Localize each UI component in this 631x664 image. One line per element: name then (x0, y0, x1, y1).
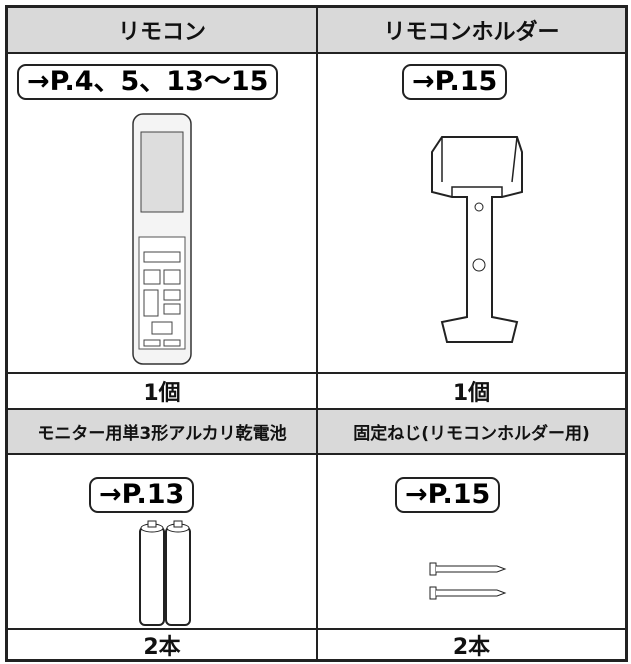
page-ref: →P.4、5、13～15 (17, 64, 279, 100)
item-name: リモコン (7, 7, 317, 53)
item-count: 1個 (7, 373, 317, 409)
item-name: 固定ねじ(リモコンホルダー用) (317, 409, 626, 454)
screw-illustration (429, 562, 507, 600)
parts-table: リモコン リモコンホルダー 1個 1個 モニター用単3形アルカリ乾電池 固定ねじ… (5, 5, 628, 662)
item-name: モニター用単3形アルカリ乾電池 (7, 409, 317, 454)
page-ref: →P.13 (89, 477, 195, 513)
remote-illustration (132, 113, 192, 365)
image-cell (317, 53, 626, 373)
item-count: 1個 (317, 373, 626, 409)
page-ref: →P.15 (395, 477, 501, 513)
holder-illustration (431, 136, 523, 343)
page-ref: →P.15 (402, 64, 508, 100)
image-cell (7, 454, 317, 629)
battery-illustration (139, 520, 191, 626)
image-cell (317, 454, 626, 629)
image-cell (7, 53, 317, 373)
item-count: 2本 (7, 629, 317, 660)
item-name: リモコンホルダー (317, 7, 626, 53)
item-count: 2本 (317, 629, 626, 660)
